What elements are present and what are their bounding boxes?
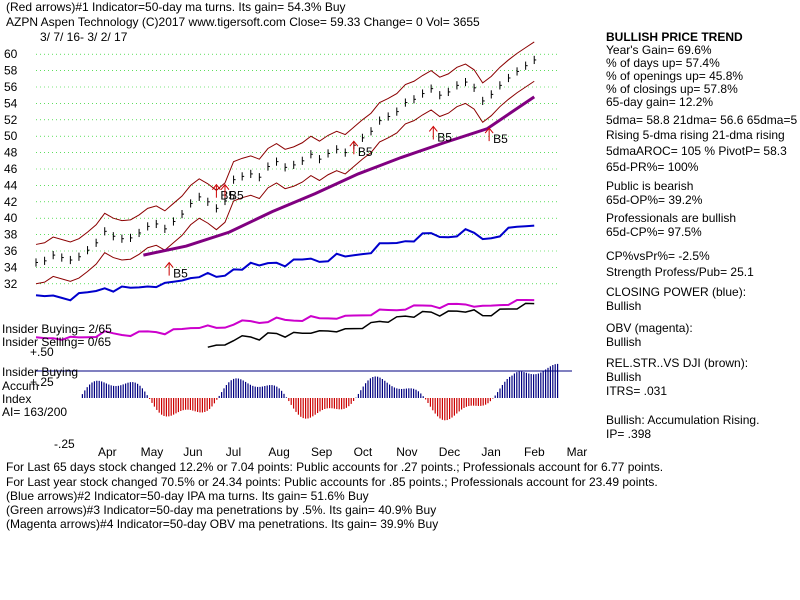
- insider-buying-label: Insider Buying: [2, 365, 79, 379]
- y-tick-label: 52: [4, 113, 18, 127]
- accum-label: Accum: [2, 379, 39, 393]
- x-month-label: Nov: [396, 445, 417, 459]
- ai-value: AI= 163/200: [2, 405, 68, 419]
- y-tick-label: 32: [4, 277, 18, 291]
- buy-arrow-head: [164, 261, 174, 268]
- obv-label: OBV (magenta):: [606, 321, 693, 335]
- days-up: % of days up= 57.4%: [606, 56, 720, 70]
- x-month-label: Feb: [524, 445, 545, 459]
- y-tick-label: 54: [4, 96, 18, 110]
- op-percent: 65d-OP%= 39.2%: [606, 193, 703, 207]
- accum-status: Bullish: Accumulation Rising.: [606, 413, 760, 427]
- obv-line: [35, 298, 535, 341]
- y-tick-label: 40: [4, 211, 18, 225]
- y-axis-ticks: 60 58 56 54 52 50 48 46 44 42 40 38 36 34 32: [4, 47, 18, 291]
- buy-signal-label: B5: [220, 189, 235, 203]
- cp-vs-pr: CP%vsPr%= -2.5%: [606, 249, 710, 263]
- professionals-status: Professionals are bullish: [606, 211, 737, 225]
- footer-blue-arrows: (Blue arrows)#2 Indicator=50-day IPA ma …: [6, 489, 369, 503]
- buy-arrow-head: [349, 140, 359, 147]
- closing-power-line: [35, 224, 535, 302]
- itrs-value: ITRS= .031: [606, 384, 668, 398]
- buy-arrow-head: [428, 125, 438, 132]
- y-tick-label: 58: [4, 64, 18, 78]
- x-month-label: Jan: [481, 445, 500, 459]
- x-month-label: May: [141, 445, 164, 459]
- pr-percent: 65d-PR%= 100%: [606, 160, 699, 174]
- dma-rising: Rising 5-dma rising 21-dma rising: [606, 128, 785, 142]
- ip-value: IP= .398: [606, 427, 652, 441]
- buy-arrow-head: [484, 127, 494, 134]
- x-month-label: Sep: [311, 445, 333, 459]
- price-bands: [35, 41, 535, 285]
- relstr-path: [207, 302, 535, 348]
- accum-plus25-label: +.25: [30, 375, 54, 389]
- y-tick-label: 46: [4, 162, 18, 176]
- x-month-label: Jun: [183, 445, 202, 459]
- accum-plus50-label: +.50: [30, 345, 54, 359]
- closing-power-path: [35, 224, 535, 302]
- buy-signal-label: B5: [229, 189, 244, 203]
- year-gain: Year's Gain= 69.6%: [606, 43, 712, 57]
- closing-power-status: Bullish: [606, 299, 642, 313]
- relstr-label: REL.STR..VS DJI (brown):: [606, 356, 749, 370]
- index-label: Index: [2, 392, 32, 406]
- openings-up: % of openings up= 45.8%: [606, 69, 744, 83]
- x-month-label: Jul: [226, 445, 241, 459]
- x-month-label: Mar: [567, 445, 588, 459]
- relstr-line: [207, 302, 535, 348]
- buy-signal-label: B5: [173, 267, 188, 281]
- footer-year: For Last year stock changed 70.5% or 24.…: [6, 475, 658, 489]
- ma50-path: [143, 95, 536, 257]
- insider-selling-count: Insider Selling= 0/65: [2, 335, 112, 349]
- buy-arrow-head: [212, 183, 221, 191]
- y-tick-label: 48: [4, 146, 18, 160]
- insider-buying-count: Insider Buying= 2/65: [2, 322, 112, 336]
- y-tick-label: 60: [4, 47, 18, 61]
- indicator-1-text: (Red arrows)#1 Indicator=50-day ma turns…: [6, 0, 346, 14]
- y-tick-label: 34: [4, 260, 18, 274]
- price-bars: [35, 55, 537, 267]
- x-axis-months: Apr May Jun Jul Aug Sep Oct Nov Dec Jan Feb Mar: [98, 445, 587, 459]
- x-month-label: Aug: [268, 445, 289, 459]
- y-tick-label: 50: [4, 129, 18, 143]
- day65-gain: 65-day gain= 12.2%: [606, 95, 714, 109]
- lower-band: [35, 80, 535, 285]
- obv-path: [35, 298, 535, 341]
- buy-signal-label: B5: [493, 132, 508, 146]
- upper-band: [35, 41, 535, 245]
- public-status: Public is bearish: [606, 179, 694, 193]
- x-month-label: Dec: [439, 445, 460, 459]
- footer-magenta-arrows: (Magenta arrows)#4 Indicator=50-day OBV …: [6, 517, 439, 531]
- ticker-header: AZPN Aspen Technology (C)2017 www.tigers…: [6, 15, 480, 29]
- closings-up: % of closings up= 57.8%: [606, 82, 738, 96]
- trend-title: BULLISH PRICE TREND: [606, 30, 743, 44]
- y-tick-label: 38: [4, 228, 18, 242]
- x-month-label: Oct: [354, 445, 373, 459]
- y-tick-label: 56: [4, 80, 18, 94]
- footer-65day: For Last 65 days stock changed 12.2% or …: [6, 460, 664, 474]
- date-range: 3/ 7/ 16- 3/ 2/ 17: [40, 30, 128, 44]
- dma-values: 5dma= 58.8 21dma= 56.6 65dma=5: [606, 113, 798, 127]
- x-month-label: Apr: [98, 445, 117, 459]
- cp-percent: 65d-CP%= 97.5%: [606, 225, 702, 239]
- y-tick-label: 44: [4, 178, 18, 192]
- accum-minus25-label: -.25: [54, 437, 75, 451]
- relstr-status: Bullish: [606, 370, 642, 384]
- buy-signal-label: B5: [437, 130, 452, 144]
- y-tick-label: 36: [4, 244, 18, 258]
- y-tick-label: 42: [4, 195, 18, 209]
- closing-power-label: CLOSING POWER (blue):: [606, 285, 747, 299]
- aroc-pivot: 5dmaAROC= 105 % PivotP= 58.3: [606, 144, 787, 158]
- buy-arrow-head: [220, 183, 230, 191]
- footer-green-arrows: (Green arrows)#3 Indicator=50-day ma pen…: [6, 503, 437, 517]
- ma50-line: [143, 95, 536, 257]
- buy-signal-label: B5: [358, 145, 373, 159]
- price-grid: [36, 53, 560, 285]
- strength-ratio: Strength Profess/Pub= 25.1: [606, 265, 754, 279]
- accum-histogram: [36, 363, 572, 421]
- obv-status: Bullish: [606, 335, 642, 349]
